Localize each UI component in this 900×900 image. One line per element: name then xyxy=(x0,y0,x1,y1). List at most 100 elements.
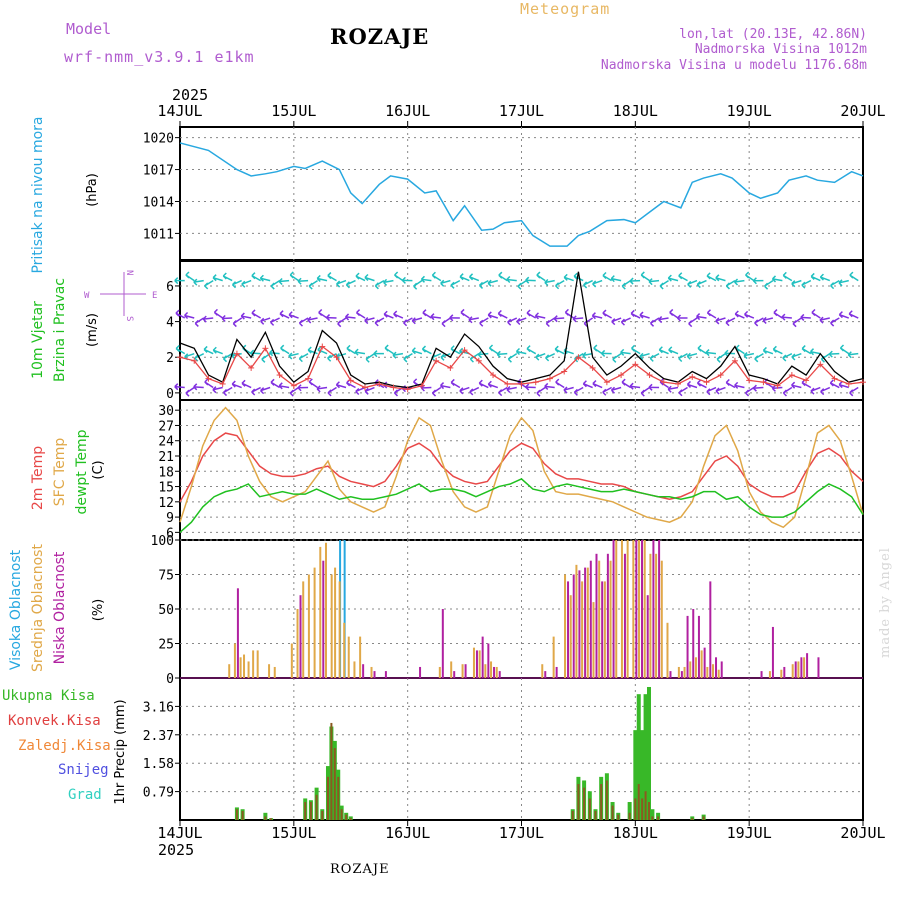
cloud-bar xyxy=(606,553,609,678)
wind-arrow xyxy=(696,284,701,289)
cloud-bar xyxy=(697,615,700,678)
wind-title2: Brzina i Pravac xyxy=(52,278,68,382)
wind-arrow xyxy=(819,319,824,324)
wind-arrow xyxy=(582,354,587,359)
pressure-unit: (hPa) xyxy=(85,173,100,207)
y-tick-label: 12 xyxy=(158,496,174,511)
cloud-bar xyxy=(544,671,547,678)
wind-arrow xyxy=(715,320,720,325)
wind-arrow xyxy=(240,315,245,320)
cloud-bar xyxy=(641,540,644,678)
wind-arrow xyxy=(772,278,783,282)
cloud-bar xyxy=(623,553,626,678)
wind-arrow xyxy=(222,272,227,277)
wind-arrow xyxy=(649,357,654,362)
wind-arrow xyxy=(289,392,294,397)
cloud-bar xyxy=(635,540,638,678)
cloud-bar xyxy=(680,671,683,678)
place-title: ROZAJE xyxy=(330,24,430,49)
wind-arrow xyxy=(734,384,739,389)
precip-conv-bar xyxy=(637,784,640,820)
wind-arrow xyxy=(611,321,616,326)
y-tick-label: 0 xyxy=(166,387,174,402)
wind-arrow xyxy=(269,352,274,357)
wind-arrow xyxy=(413,381,418,386)
wind-arrow xyxy=(298,279,309,283)
cloud-bar xyxy=(706,666,709,678)
wind-arrow xyxy=(270,381,275,386)
wind-arrow xyxy=(221,317,226,323)
wind-arrow xyxy=(184,311,189,317)
cloud-bar xyxy=(233,643,236,678)
day-label-bottom: 20JUL xyxy=(840,824,885,842)
wind-arrow xyxy=(800,316,805,321)
wind-arrow xyxy=(496,353,501,358)
wind-arrow xyxy=(364,320,369,325)
wind-arrow xyxy=(308,381,313,386)
wind-arrow xyxy=(316,388,321,393)
model-version: wrf-nmm_v3.9.1 e1km xyxy=(64,48,255,66)
y-tick-label: 1.58 xyxy=(143,757,174,772)
wind-arrow xyxy=(640,274,645,279)
wind-arrow xyxy=(401,279,406,284)
wind-arrow xyxy=(563,386,574,391)
wind-arrow xyxy=(582,352,593,357)
wind-arrow xyxy=(251,309,256,314)
wind-arrow xyxy=(193,386,204,389)
wind-arrow xyxy=(279,385,290,389)
wind-arrow xyxy=(810,350,821,355)
compass-s: S xyxy=(124,316,134,321)
wind-arrow xyxy=(555,285,560,290)
cloud-bar xyxy=(686,615,689,678)
cloud-bar xyxy=(598,560,601,678)
cloud-bar xyxy=(313,567,316,678)
wind-arrow xyxy=(175,347,180,353)
precip-conv-bar xyxy=(617,814,620,820)
y-tick-label: 50 xyxy=(158,603,174,618)
wind-arrow xyxy=(705,352,710,357)
wind-arrow xyxy=(184,314,189,320)
wind-arrow xyxy=(848,352,859,356)
wind-arrow xyxy=(193,281,198,286)
cloud-bar xyxy=(700,650,703,678)
wind-arrow xyxy=(261,358,266,363)
cloud-bar xyxy=(595,553,598,678)
wind-arrow xyxy=(629,280,634,285)
cloud-bar xyxy=(481,636,484,678)
wind-arrow xyxy=(706,275,711,280)
cloud-bar xyxy=(555,666,558,678)
precip-conv-bar xyxy=(241,811,244,820)
wind-arrow xyxy=(327,275,332,280)
cloud-bar xyxy=(592,602,595,678)
wind-arrow xyxy=(743,355,748,360)
wind-arrow xyxy=(337,323,342,328)
wind-arrow xyxy=(791,283,796,288)
cloud-bar xyxy=(487,643,490,678)
y-tick-label: 100 xyxy=(151,534,174,549)
cloud-bar xyxy=(800,657,803,678)
wind-arrow xyxy=(667,388,672,393)
precip-conv-bar xyxy=(264,816,267,820)
wind-arrow xyxy=(288,355,293,360)
wind-arrow xyxy=(185,271,190,276)
wind-arrow xyxy=(773,312,778,317)
wind-arrow xyxy=(592,314,603,319)
cloud-bar xyxy=(586,567,589,678)
wind-arrow xyxy=(441,323,446,328)
wind-arrow xyxy=(801,348,806,353)
wind-arrow xyxy=(715,390,720,395)
precip-conv-bar xyxy=(594,811,597,820)
wind-arrow xyxy=(563,389,568,394)
wind-arrow xyxy=(393,313,398,318)
compass-n: N xyxy=(124,270,134,275)
wind-arrow xyxy=(270,285,275,290)
wind-arrow xyxy=(335,384,340,389)
wind-arrow xyxy=(593,347,598,352)
wind-arrow xyxy=(345,316,350,321)
cloud-bar xyxy=(384,671,387,678)
wind-compass: N S W E xyxy=(84,270,157,321)
cloud-bar xyxy=(780,669,783,678)
wind-arrow xyxy=(838,314,843,319)
precip-conv-bar xyxy=(309,802,312,820)
precip-total-label: Ukupna Kisa xyxy=(2,688,95,704)
